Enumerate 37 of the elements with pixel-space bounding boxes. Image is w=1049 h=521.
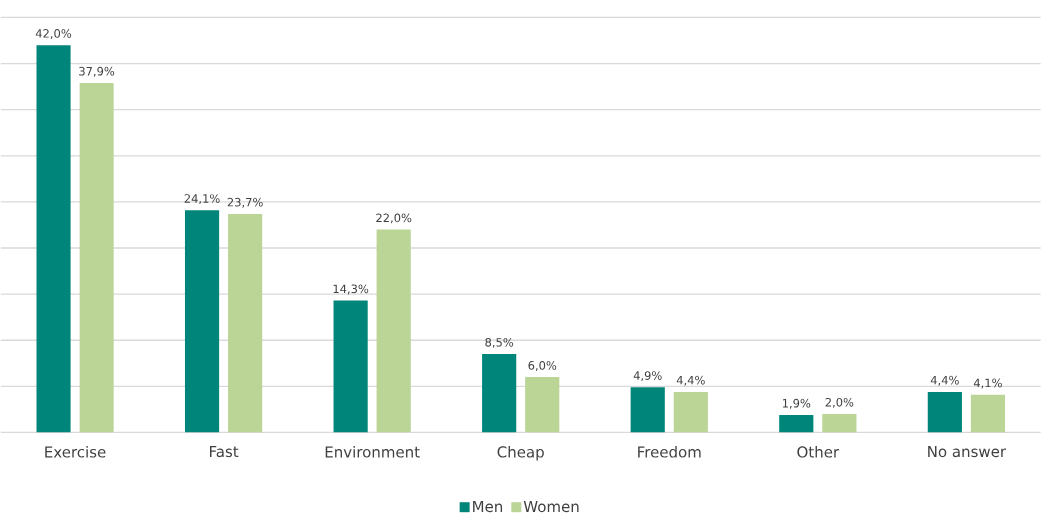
bar <box>376 229 411 433</box>
data-label: 37,9% <box>79 66 115 77</box>
x-tick-label: Exercise <box>45 446 106 458</box>
data-label: 4,9% <box>633 371 662 382</box>
data-label: 1,9% <box>782 398 811 409</box>
x-tick-label: Cheap <box>497 446 544 461</box>
x-tick-label: Environment <box>325 446 420 458</box>
bar <box>822 414 857 433</box>
data-label: 8,5% <box>485 338 514 348</box>
x-tick-label: Fast <box>210 445 239 458</box>
x-tick-label: Freedom <box>638 446 701 458</box>
data-label: 4,4% <box>676 375 705 386</box>
bar <box>630 387 665 433</box>
bar <box>79 82 114 433</box>
data-label: 4,4% <box>930 375 959 386</box>
data-label: 23,7% <box>227 197 263 208</box>
legend-label: Women <box>523 500 579 513</box>
data-label: 22,0% <box>376 213 412 224</box>
data-label: 2,0% <box>825 397 854 408</box>
data-label: 4,1% <box>973 378 1002 389</box>
bar <box>36 45 71 433</box>
bar <box>525 377 560 433</box>
bar <box>184 210 220 433</box>
bar <box>333 300 368 433</box>
legend-label: Men <box>473 500 503 513</box>
data-label: 6,0% <box>528 361 557 371</box>
bar <box>927 391 962 433</box>
bar <box>228 213 263 433</box>
bar <box>779 414 814 433</box>
data-label: 14,3% <box>333 284 369 295</box>
bar <box>482 354 517 433</box>
bar <box>673 391 708 433</box>
x-tick-label: Other <box>797 446 840 458</box>
data-label: 42,0% <box>35 29 72 39</box>
bar <box>970 394 1006 433</box>
x-tick-label: No answer <box>928 445 1007 458</box>
data-label: 24,1% <box>184 194 220 204</box>
